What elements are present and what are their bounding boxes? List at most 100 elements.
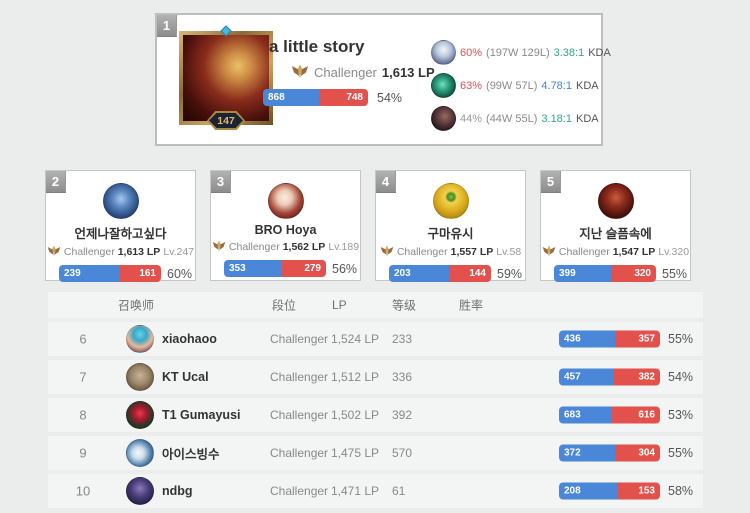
- rank-2-card[interactable]: 2 언제나잘하고싶다 Challenger 1,613 LP Lv.247 23…: [45, 170, 196, 282]
- table-row[interactable]: 9 아이스빙수 Challenger 1,475 LP 570 372 304 …: [48, 436, 703, 470]
- wins-segment: 868: [263, 89, 320, 106]
- level-value: 61: [392, 484, 406, 498]
- champion-winrate: 44%: [460, 112, 483, 125]
- table-row[interactable]: 7 KT Ucal Challenger 1,512 LP 336 457 38…: [48, 360, 703, 394]
- lp-value: 1,524 LP: [331, 332, 380, 346]
- challenger-crest-icon: [212, 240, 226, 252]
- winrate-line: 868 748 54%: [263, 89, 435, 106]
- summoner-name: T1 Gumayusi: [162, 408, 241, 422]
- winrate-percent: 55%: [668, 446, 694, 460]
- win-loss-bar: 457 382: [559, 368, 660, 386]
- lp-value: 1,547 LP: [612, 245, 656, 258]
- win-loss-bar: 239 161: [59, 265, 161, 282]
- champion-stat-row: 44% (44W 55L) 3.18:1 KDA: [431, 102, 611, 135]
- level-value: Lv.189: [328, 240, 360, 253]
- summoner-level-badge: 147: [207, 111, 245, 130]
- winrate-line: 239 161 60%: [59, 265, 192, 282]
- challenger-crest-icon: [291, 64, 309, 79]
- champion-avatar: [431, 73, 456, 98]
- rank-5-card[interactable]: 5 지난 슬픔속에 Challenger 1,547 LP Lv.320 399…: [540, 170, 691, 282]
- summoner-name: BRO Hoya: [254, 223, 317, 237]
- rank-badge: 4: [376, 171, 396, 193]
- table-header: 召唤师 段位 LP 等级 胜率: [48, 292, 703, 318]
- table-row[interactable]: 8 T1 Gumayusi Challenger 1,502 LP 392 68…: [48, 398, 703, 432]
- tier-label: Challenger: [270, 332, 329, 346]
- summoner-name: a little story: [269, 37, 365, 56]
- tier-label: Challenger: [270, 408, 329, 422]
- level-value: 392: [392, 408, 413, 422]
- level-value: 570: [392, 446, 413, 460]
- losses-segment: 616: [612, 406, 660, 424]
- winrate-line: 399 320 55%: [554, 265, 687, 282]
- tier-label: Challenger: [270, 484, 329, 498]
- champion-portrait: [183, 35, 269, 121]
- winrate-percent: 54%: [668, 370, 694, 384]
- champion-avatar: [431, 106, 456, 131]
- winrate-percent: 53%: [668, 408, 694, 422]
- leader-summary: a little story Challenger 1,613 LP 868 7…: [263, 37, 435, 106]
- lp-value: 1,512 LP: [331, 370, 380, 384]
- rank-number: 10: [75, 483, 91, 499]
- header-tier: 段位: [272, 298, 297, 313]
- lp-value: 1,471 LP: [331, 484, 380, 498]
- losses-segment: 320: [610, 265, 656, 282]
- losses-segment: 357: [614, 330, 660, 348]
- table-row[interactable]: 10 ndbg Challenger 1,471 LP 61 208 153 5…: [48, 474, 703, 508]
- rank-badge: 2: [46, 171, 66, 193]
- win-loss-bar: 203 144: [389, 265, 491, 282]
- summoner-avatar: [126, 477, 154, 505]
- table-row[interactable]: 6 xiaohaoo Challenger 1,524 LP 233 436 3…: [48, 322, 703, 356]
- rank-badge: 1: [157, 15, 177, 37]
- summoner-name: 아이스빙수: [162, 447, 220, 462]
- tier-label: Challenger: [558, 245, 610, 258]
- champion-winrate: 63%: [460, 79, 483, 92]
- summoner-avatar: [126, 401, 154, 429]
- champion-kda: 3.38:1: [553, 46, 585, 59]
- losses-segment: 304: [614, 444, 660, 462]
- level-value: 336: [392, 370, 413, 384]
- tier-label: Challenger: [270, 370, 329, 384]
- wins-segment: 372: [559, 444, 615, 462]
- champion-record: (99W 57L): [486, 79, 538, 92]
- summoner-avatar: [267, 183, 304, 219]
- summoner-avatar: [126, 363, 154, 391]
- tier-label: Challenger: [396, 245, 448, 258]
- losses-segment: 153: [617, 482, 660, 500]
- win-loss-bar: 436 357: [559, 330, 660, 348]
- winrate-line: 353 279 56%: [224, 260, 357, 277]
- wins-segment: 203: [389, 265, 449, 282]
- level-value: Lv.58: [496, 245, 522, 258]
- champion-record: (44W 55L): [486, 112, 538, 125]
- win-loss-bar: 353 279: [224, 260, 326, 277]
- header-level: 等级: [392, 298, 417, 313]
- rank-1-card[interactable]: 1 147 a little story Challenger 1,613 LP…: [155, 13, 611, 146]
- losses-segment: 144: [448, 265, 491, 282]
- rank-badge: 3: [211, 171, 231, 193]
- losses-segment: 161: [119, 265, 161, 282]
- tier-line: Challenger 1,613 LP: [291, 64, 435, 80]
- champion-avatar: [431, 40, 456, 65]
- win-loss-bar: 208 153: [559, 482, 660, 500]
- summoner-name: 지난 슬픔속에: [579, 227, 652, 241]
- lp-value: 1,475 LP: [331, 446, 380, 460]
- summoner-avatar: [126, 439, 154, 467]
- rank-3-card[interactable]: 3 BRO Hoya Challenger 1,562 LP Lv.189 35…: [210, 170, 361, 281]
- summoner-name: 언제나잘하고싶다: [74, 227, 167, 241]
- header-summoner: 召唤师: [118, 298, 155, 313]
- lp-value: 1,613 LP: [117, 245, 161, 258]
- summoner-name: KT Ucal: [162, 370, 209, 384]
- summoner-name: 구마유시: [427, 227, 474, 241]
- wins-segment: 208: [559, 482, 618, 500]
- tier-label: Challenger: [270, 446, 329, 460]
- lp-value: 1,562 LP: [282, 240, 326, 253]
- top-cards-row: 2 언제나잘하고싶다 Challenger 1,613 LP Lv.247 23…: [45, 170, 691, 282]
- win-loss-bar: 399 320: [554, 265, 656, 282]
- losses-segment: 279: [280, 260, 326, 277]
- leaderboard-table: 召唤师 段位 LP 等级 胜率 6 xiaohaoo Challenger 1,…: [48, 292, 703, 512]
- rank-4-card[interactable]: 4 구마유시 Challenger 1,557 LP Lv.58 203 144…: [375, 170, 526, 282]
- tier-line: Challenger 1,562 LP Lv.189: [211, 240, 360, 253]
- level-value: Lv.247: [163, 245, 195, 258]
- summoner-avatar: [102, 183, 139, 219]
- summoner-avatar: [597, 183, 634, 219]
- tier-line: Challenger 1,613 LP Lv.247: [46, 245, 195, 258]
